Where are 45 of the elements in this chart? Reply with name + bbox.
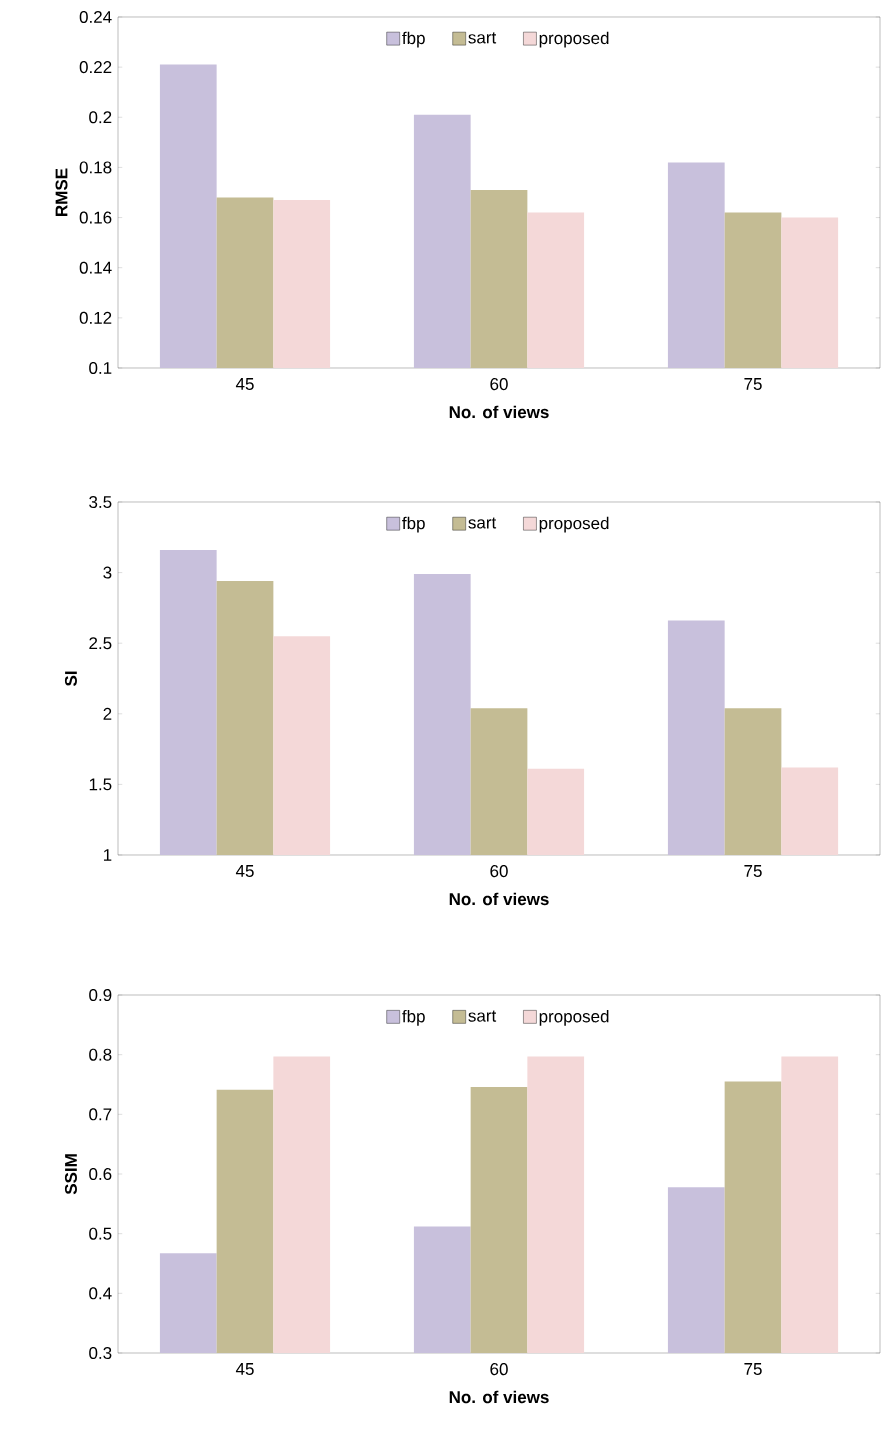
y-tick-label: 2: [103, 707, 112, 720]
x-tick-label: 75: [744, 1363, 762, 1375]
x-tick-label: 60: [490, 378, 508, 391]
x-tick-label: 60: [490, 865, 508, 878]
legend-label: fbp: [402, 516, 425, 533]
x-tick-label: 75: [744, 865, 762, 877]
y-tick-label: 0.2: [89, 111, 112, 124]
y-tick-label: 0.1: [89, 361, 112, 375]
x-tick-label: 75: [744, 378, 762, 390]
y-axis-title: SI: [64, 671, 77, 687]
y-tick-label: 0.12: [79, 311, 112, 324]
y-tick-label: 0.22: [79, 61, 112, 74]
x-axis-title: No. of views: [449, 405, 549, 419]
legend-label: fbp: [402, 1009, 425, 1026]
y-tick-label: 0.3: [89, 1346, 112, 1360]
y-axis-title: RMSE: [55, 168, 68, 216]
y-tick-label: 1.5: [89, 778, 112, 791]
y-tick-label: 3.5: [89, 495, 112, 509]
legend-label: proposed: [539, 31, 609, 48]
y-tick-label: 0.6: [89, 1167, 112, 1181]
x-axis-title: No. of views: [449, 892, 549, 906]
y-tick-label: 0.14: [79, 261, 112, 274]
y-tick-label: 0.5: [89, 1227, 112, 1240]
legend-label: proposed: [539, 1009, 609, 1026]
y-tick-label: 2.5: [89, 637, 112, 650]
y-tick-label: 0.7: [89, 1108, 112, 1121]
y-tick-label: 0.8: [89, 1048, 112, 1061]
x-tick-label: 45: [235, 865, 254, 877]
x-tick-label: 60: [490, 1363, 508, 1376]
legend-label: proposed: [539, 516, 609, 533]
y-tick-label: 1: [103, 849, 112, 861]
y-tick-label: 0.9: [89, 988, 112, 1002]
y-tick-label: 0.4: [89, 1287, 112, 1300]
legend-label: fbp: [402, 31, 425, 48]
legend-label: sart: [468, 1010, 497, 1022]
legend-label: sart: [468, 32, 497, 44]
legend-label: sart: [468, 517, 497, 529]
y-axis-title: SSIM: [64, 1154, 77, 1195]
x-tick-label: 45: [235, 378, 254, 390]
y-tick-label: 0.18: [79, 161, 112, 174]
y-tick-label: 0.16: [79, 211, 112, 224]
y-tick-label: 3: [103, 566, 112, 579]
x-tick-label: 45: [235, 1363, 254, 1375]
y-tick-label: 0.24: [79, 10, 112, 24]
x-axis-title: No. of views: [449, 1390, 549, 1404]
